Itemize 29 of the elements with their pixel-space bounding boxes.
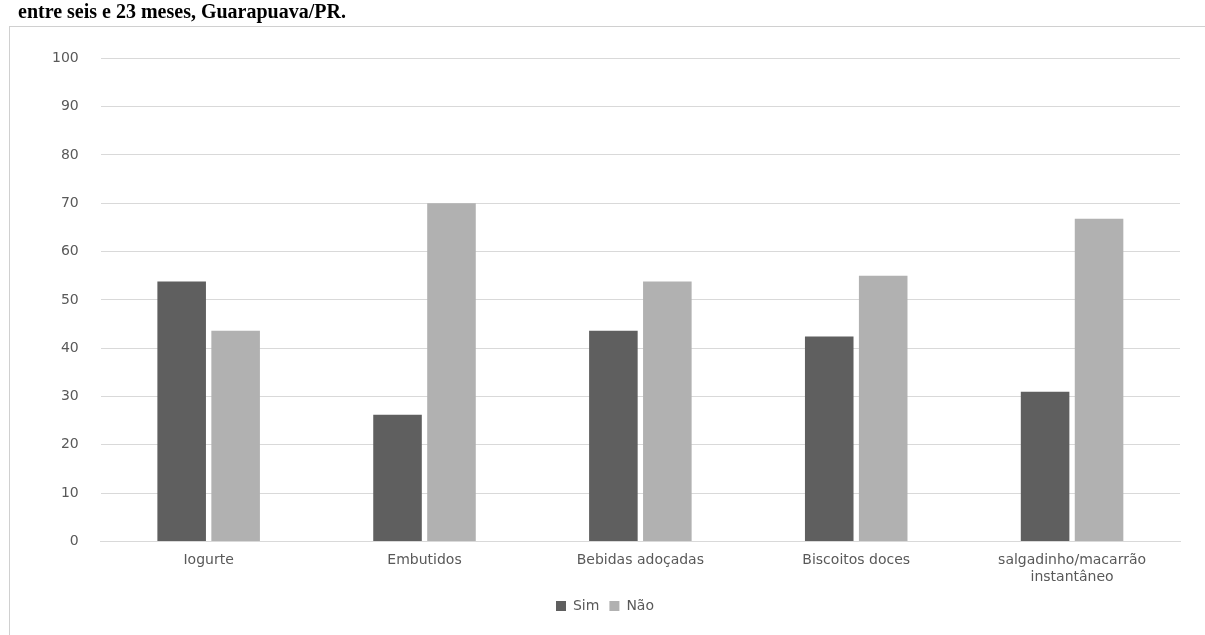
bar <box>804 336 854 541</box>
y-tick-label: 30 <box>60 387 79 404</box>
y-tick-label: 70 <box>60 193 79 210</box>
x-tick-label: Biscoitos doces <box>802 551 911 568</box>
bar <box>1020 391 1070 541</box>
y-tick-label: 100 <box>51 49 79 66</box>
y-tick-label: 80 <box>60 145 79 162</box>
y-tick-label: 60 <box>60 242 79 259</box>
x-tick-label: Embutidos <box>387 551 462 568</box>
legend-label: Sim <box>572 596 600 613</box>
bar <box>1074 218 1124 541</box>
legend-label: Não <box>626 596 655 613</box>
y-tick-label: 10 <box>60 483 79 500</box>
bar <box>643 281 692 541</box>
x-tick-label: Iogurte <box>183 551 234 568</box>
x-tick-label: Bebidas adoçadas <box>576 551 704 568</box>
bar <box>373 414 422 541</box>
y-tick-label: 40 <box>60 338 79 355</box>
chart-title: entre seis e 23 meses, Guarapuava/PR. <box>18 0 346 23</box>
bar <box>157 281 206 541</box>
y-tick-label: 20 <box>60 435 79 452</box>
bar <box>427 203 476 541</box>
x-tick-label: salgadinho/macarrão instantâneo <box>998 551 1147 585</box>
bar <box>211 330 260 541</box>
y-tick-label: 50 <box>60 290 79 307</box>
y-tick-label: 90 <box>60 97 79 114</box>
y-tick-label: 0 <box>69 532 79 549</box>
bar <box>589 330 638 541</box>
bar <box>858 275 908 541</box>
